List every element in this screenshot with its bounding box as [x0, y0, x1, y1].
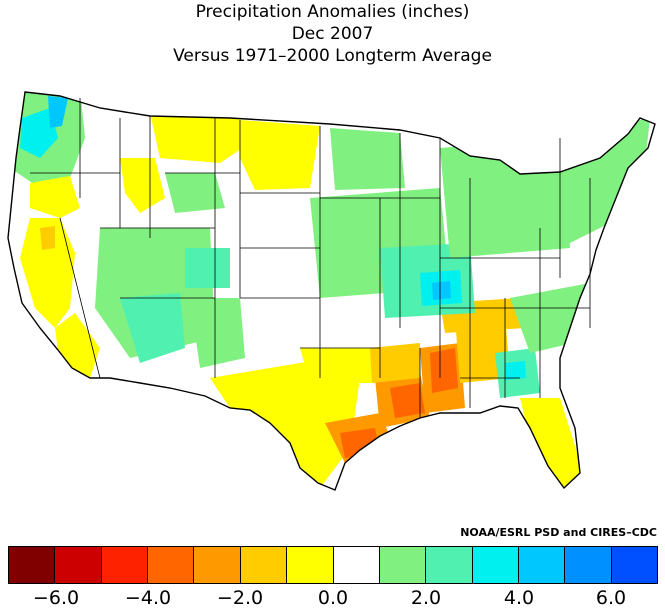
legend-tick-label: −4.0: [124, 587, 172, 608]
region-new-mexico: [190, 298, 245, 368]
legend-swatch: [518, 547, 566, 583]
legend-swatch: [611, 547, 658, 583]
region-georgia-high: [505, 361, 526, 380]
region-texas: [210, 358, 360, 488]
region-minnesota: [330, 128, 405, 190]
legend-tick-label: 0.0: [317, 587, 349, 608]
legend-swatch: [9, 547, 56, 583]
map-date: Dec 2007: [291, 24, 374, 44]
region-great-lakes: [440, 138, 570, 258]
region-oregon: [30, 176, 80, 218]
region-ca-north: [20, 218, 75, 328]
region-wyoming-light: [165, 173, 225, 213]
legend-tick-label: −6.0: [32, 587, 80, 608]
legend-tick-label: 2.0: [410, 587, 442, 608]
region-florida: [520, 398, 585, 488]
region-kentucky-peak: [432, 281, 451, 300]
legend-swatch: [426, 547, 473, 583]
region-houston: [340, 428, 380, 458]
legend-swatch: [333, 547, 380, 583]
region-idaho: [120, 158, 165, 213]
legend-tick-label: −2.0: [216, 587, 264, 608]
region-ms-core: [430, 348, 458, 393]
legend-swatch: [194, 547, 241, 583]
region-arkansas: [370, 343, 420, 383]
legend-swatch: [240, 547, 288, 583]
region-ca-sierra: [40, 226, 55, 250]
region-arizona-wet: [120, 293, 185, 363]
legend-swatch: [287, 547, 334, 583]
legend-swatch: [379, 547, 427, 583]
color-legend: [8, 546, 658, 584]
map-title: Precipitation Anomalies (inches): [195, 2, 470, 22]
legend-swatch: [472, 547, 519, 583]
data-credit: NOAA/ESRL PSD and CIRES–CDC: [460, 526, 657, 539]
region-dakotas: [240, 120, 320, 190]
legend-swatch: [55, 547, 102, 583]
region-colorado-wet: [185, 248, 230, 288]
state-boundaries: [7, 91, 656, 491]
legend-swatch: [565, 547, 612, 583]
legend-tick-label: 4.0: [503, 587, 535, 608]
us-map: [7, 91, 656, 491]
region-la-core: [390, 383, 425, 418]
legend-swatch: [148, 547, 195, 583]
legend-swatch: [101, 547, 149, 583]
map-baseline: Versus 1971–2000 Longterm Average: [173, 46, 492, 66]
region-oklahoma-kansas: [300, 348, 385, 383]
region-puget-sound: [48, 96, 68, 128]
region-wa-coast: [20, 108, 58, 158]
legend-tick-label: 6.0: [595, 587, 627, 608]
region-montana: [150, 113, 250, 163]
